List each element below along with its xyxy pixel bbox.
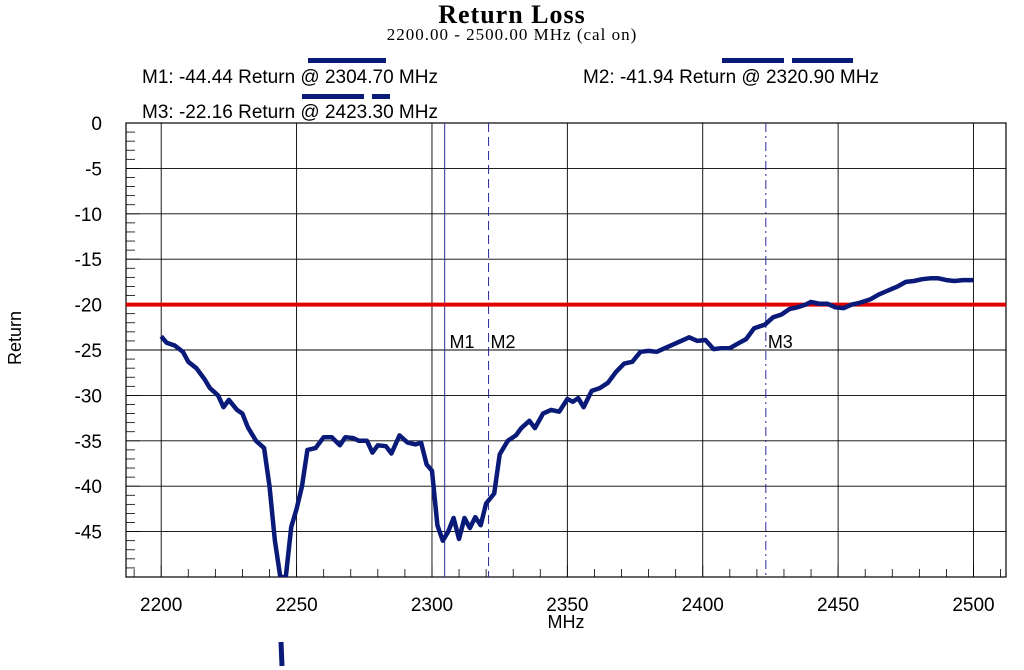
y-tick-label: -35 (75, 432, 102, 453)
series-line-return-loss (159, 276, 974, 577)
y-tick-label: -20 (75, 296, 102, 317)
marker-label-m2: M2 (491, 332, 516, 352)
m2-legend-swatch-b (792, 58, 853, 63)
y-tick-label: -10 (75, 205, 102, 226)
y-axis-label: Return (5, 311, 25, 365)
y-tick-label: 0 (91, 114, 102, 135)
x-tick-label: 2250 (275, 595, 317, 616)
x-axis-label: MHz (548, 612, 585, 632)
off-scale-indicator (278, 641, 285, 667)
m3-legend-swatch-b (372, 94, 390, 99)
x-tick-label: 2500 (952, 595, 994, 616)
chart-title: Return Loss (438, 0, 586, 29)
y-tick-label: -45 (75, 523, 102, 544)
x-tick-label: 2400 (682, 595, 724, 616)
marker-label-m3: M3 (768, 332, 793, 352)
x-tick-label: 2200 (140, 595, 182, 616)
y-tick-label: -5 (85, 159, 102, 180)
chart-subtitle: 2200.00 - 2500.00 MHz (cal on) (386, 25, 638, 44)
marker-label-m1: M1 (449, 332, 474, 352)
y-tick-label: -25 (75, 341, 102, 362)
m2-legend-swatch-a (722, 58, 784, 63)
m2-readout: M2: -41.94 Return @ 2320.90 MHz (583, 67, 879, 88)
y-tick-label: -40 (75, 477, 102, 498)
y-tick-label: -15 (75, 250, 102, 271)
m3-readout: M3: -22.16 Return @ 2423.30 MHz (142, 102, 438, 123)
x-tick-label: 2450 (817, 595, 859, 616)
y-tick-label: -30 (75, 386, 102, 407)
m1-legend-swatch (308, 58, 386, 63)
m1-readout: M1: -44.44 Return @ 2304.70 MHz (142, 67, 438, 88)
m3-legend-swatch-a (302, 94, 364, 99)
x-tick-label: 2350 (546, 595, 588, 616)
x-tick-label: 2300 (411, 595, 453, 616)
